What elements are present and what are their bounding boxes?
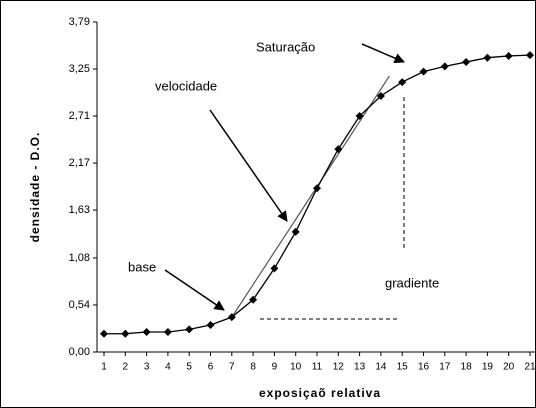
data-point: [462, 58, 471, 67]
series-line: [104, 54, 531, 335]
y-tick-label: 0,54: [69, 299, 90, 311]
data-point: [355, 112, 364, 121]
arrow: [164, 269, 225, 311]
x-tick-label: 18: [461, 362, 473, 373]
annotation: base: [128, 259, 156, 274]
x-tick-label: 4: [165, 362, 171, 373]
x-tick-label: 14: [375, 362, 387, 373]
data-point: [142, 327, 151, 336]
x-tick-label: 21: [524, 362, 536, 373]
annotation: Saturação: [256, 39, 315, 54]
x-tick-label: 17: [439, 362, 451, 373]
data-point: [483, 53, 492, 62]
x-tick-label: 9: [272, 362, 278, 373]
data-point: [185, 325, 194, 334]
x-tick-label: 15: [397, 362, 409, 373]
data-point: [227, 313, 236, 322]
data-point: [440, 62, 449, 71]
x-tick-label: 6: [208, 362, 214, 373]
x-tick-label: 7: [229, 362, 235, 373]
data-point: [100, 329, 108, 338]
y-tick-label: 2,71: [69, 110, 90, 122]
x-tick-label: 3: [144, 362, 150, 373]
arrow: [361, 43, 405, 64]
annotation: velocidade: [155, 78, 217, 93]
x-tick-label: 20: [503, 362, 515, 373]
y-tick-label: 3,79: [69, 16, 90, 28]
tangent-line: [231, 75, 390, 318]
data-point: [419, 67, 428, 76]
annotation: gradiente: [385, 275, 439, 290]
data-point: [376, 92, 385, 101]
x-tick-label: 5: [186, 362, 192, 373]
data-point: [291, 227, 300, 236]
y-tick-label: 0,00: [69, 346, 90, 358]
data-point: [526, 51, 534, 60]
x-tick-label: 16: [418, 362, 430, 373]
arrow: [209, 109, 288, 222]
data-point: [163, 327, 172, 336]
data-point: [313, 184, 321, 193]
x-tick-label: 1: [101, 362, 107, 373]
x-tick-label: 8: [250, 362, 256, 373]
x-tick-label: 12: [333, 362, 345, 373]
y-tick-label: 2,17: [69, 157, 90, 169]
data-point: [334, 145, 343, 154]
data-point: [206, 321, 215, 330]
y-tick-label: 1,63: [69, 204, 90, 216]
data-point: [121, 329, 130, 338]
x-tick-label: 11: [312, 362, 323, 373]
y-axis-label: densidade - D.O.: [28, 132, 42, 243]
x-tick-label: 19: [482, 362, 494, 373]
y-tick-label: 3,25: [69, 63, 90, 75]
data-point: [398, 78, 407, 87]
x-tick-label: 10: [290, 362, 302, 373]
x-tick-label: 13: [354, 362, 366, 373]
x-tick-label: 2: [123, 362, 129, 373]
x-axis-label: exposiçaõ relativa: [259, 386, 381, 400]
data-point: [504, 51, 513, 60]
data-point: [270, 264, 279, 273]
data-point: [249, 295, 258, 304]
y-tick-label: 1,08: [69, 252, 90, 264]
